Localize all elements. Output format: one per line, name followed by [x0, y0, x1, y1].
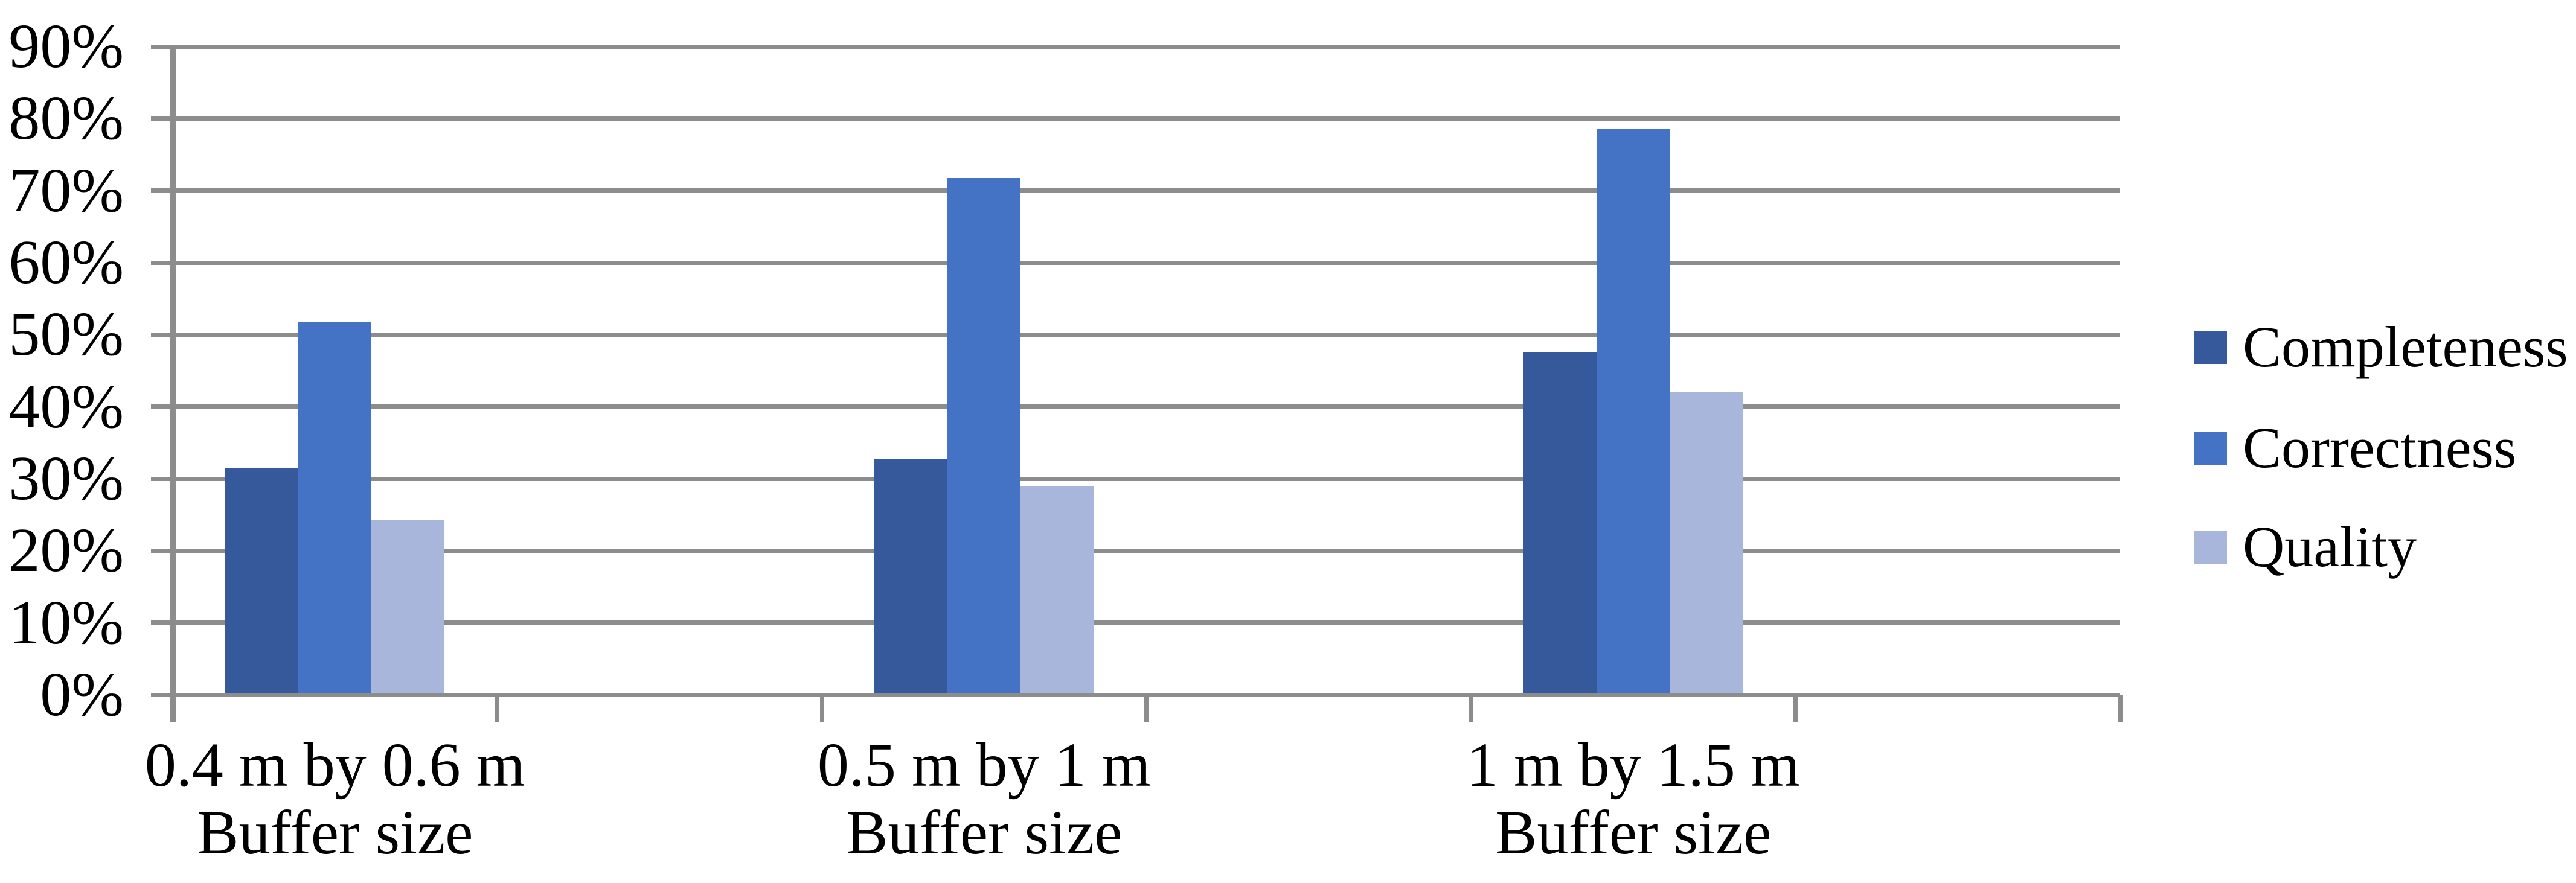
gridline-10%	[151, 620, 2120, 625]
y-tick-label-70%: 70%	[8, 155, 124, 225]
gridline-90%	[151, 44, 2120, 49]
legend-item-correctness: Correctness	[2194, 415, 2516, 481]
x-axis-tick-1	[495, 695, 499, 722]
gridline-40%	[151, 404, 2120, 409]
bar-completeness-category-1	[225, 468, 299, 695]
x-category-label-line1: 1 m by 1.5 m	[1466, 730, 1800, 800]
legend-item-quality: Quality	[2194, 514, 2417, 580]
x-axis-tick-3	[1144, 695, 1149, 722]
legend-label-correctness: Correctness	[2243, 415, 2517, 480]
x-category-label-line2: Buffer size	[197, 798, 473, 867]
gridline-20%	[151, 548, 2120, 553]
y-tick-label-0%: 0%	[40, 660, 124, 729]
legend-label-quality: Quality	[2243, 514, 2417, 579]
x-category-label-line2: Buffer size	[846, 798, 1123, 867]
gridline-80%	[151, 116, 2120, 121]
bar-completeness-category-3	[1523, 352, 1597, 695]
x-axis-tick-4	[1469, 695, 1473, 722]
bar-correctness-category-2	[947, 178, 1021, 695]
y-tick-label-40%: 40%	[8, 371, 124, 441]
y-axis-line	[170, 46, 176, 722]
x-category-label-line1: 0.4 m by 0.6 m	[144, 730, 525, 800]
bar-quality-category-1	[371, 520, 445, 695]
x-category-label-2: 0.5 m by 1 m Buffer size	[682, 732, 1286, 867]
y-tick-label-60%: 60%	[8, 228, 124, 297]
y-tick-label-10%: 10%	[8, 587, 124, 657]
x-category-label-1: 0.4 m by 0.6 m Buffer size	[33, 732, 637, 867]
x-axis-line	[151, 692, 2120, 697]
y-tick-label-20%: 20%	[8, 515, 124, 585]
x-axis-tick-6	[2118, 695, 2123, 722]
bar-quality-category-3	[1670, 391, 1743, 695]
gridline-60%	[151, 260, 2120, 265]
y-tick-label-50%: 50%	[8, 299, 124, 369]
gridline-30%	[151, 476, 2120, 481]
x-axis-tick-5	[1793, 695, 1798, 722]
x-category-label-line2: Buffer size	[1495, 798, 1772, 867]
x-axis-tick-2	[819, 695, 824, 722]
x-category-label-line1: 0.5 m by 1 m	[817, 730, 1151, 800]
y-tick-label-30%: 30%	[8, 444, 124, 513]
legend-swatch-correctness	[2194, 431, 2227, 465]
bar-completeness-category-2	[874, 459, 948, 695]
gridline-50%	[151, 332, 2120, 337]
legend-swatch-completeness	[2194, 330, 2227, 364]
bar-correctness-category-1	[298, 321, 372, 695]
y-tick-label-90%: 90%	[8, 11, 124, 81]
y-tick-label-80%: 80%	[8, 83, 124, 153]
bar-quality-category-2	[1020, 485, 1094, 695]
bar-correctness-category-3	[1597, 129, 1670, 695]
legend-item-completeness: Completeness	[2194, 314, 2568, 380]
legend-swatch-quality	[2194, 530, 2227, 564]
legend-label-completeness: Completeness	[2243, 314, 2568, 379]
x-category-label-3: 1 m by 1.5 m Buffer size	[1331, 732, 1935, 867]
gridline-70%	[151, 188, 2120, 193]
